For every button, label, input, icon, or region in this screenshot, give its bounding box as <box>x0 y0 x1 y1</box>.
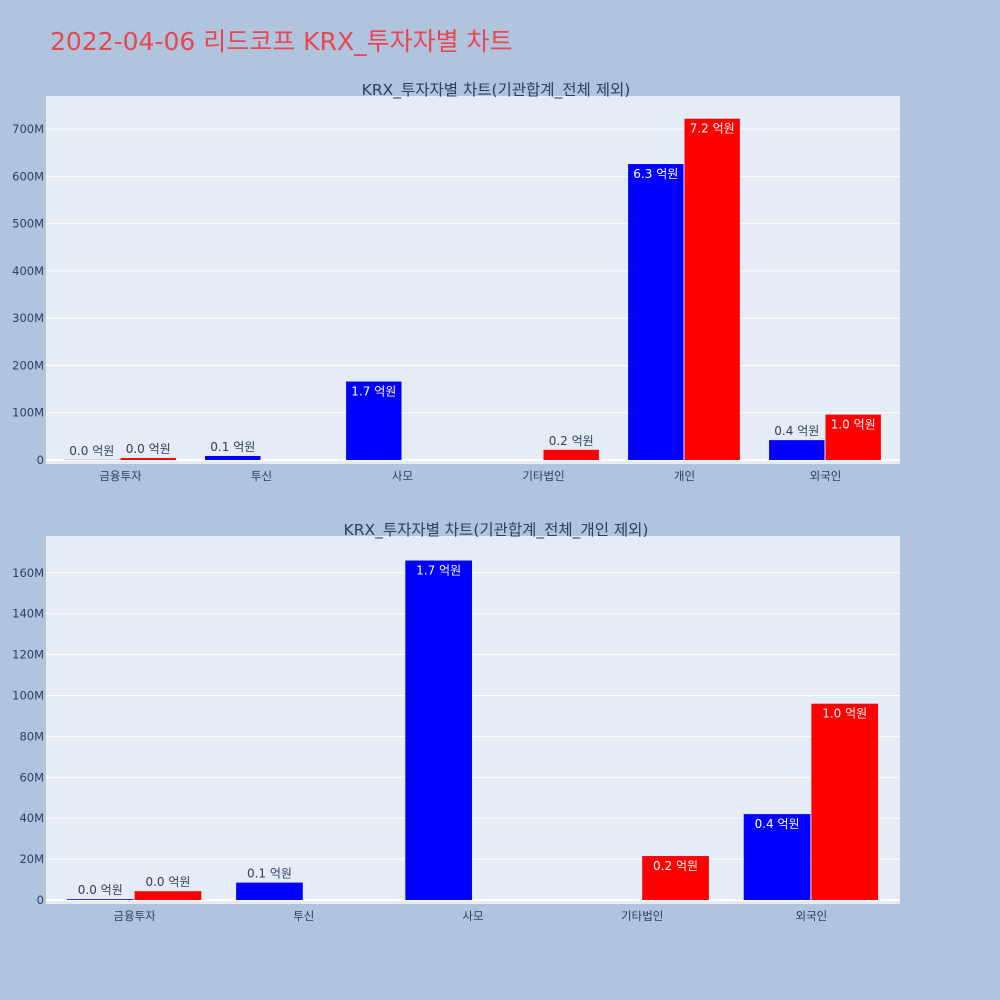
chart1-y-tick-label: 300M <box>12 311 44 325</box>
chart2-x-tick-label: 외국인 <box>796 909 828 923</box>
chart1-bar <box>205 455 261 460</box>
chart2-y-tick-label: 0 <box>37 893 44 907</box>
chart1-data-label: 0.0 억원 <box>69 444 114 458</box>
chart1-plot-area <box>46 96 900 464</box>
chart1-bar <box>120 457 176 460</box>
chart2-data-label: 0.0 억원 <box>78 883 123 897</box>
chart2-y-tick-label: 100M <box>12 689 44 703</box>
chart1-y-tick-label: 0 <box>37 453 44 467</box>
chart2-data-label: 1.0 억원 <box>822 707 867 721</box>
chart1-x-tick-label: 외국인 <box>810 469 842 483</box>
chart2-bar <box>66 899 134 900</box>
chart1-y-tick-label: 400M <box>12 264 44 278</box>
chart2-x-tick-label: 사모 <box>462 909 483 923</box>
chart2-y-tick-label: 20M <box>19 852 44 866</box>
chart2-data-label: 0.1 억원 <box>247 867 292 881</box>
chart1-bar <box>769 440 825 460</box>
chart1-x-tick-label: 사모 <box>392 469 413 483</box>
chart2-y-tick-label: 80M <box>19 729 44 743</box>
chart-institutions-excluded: KRX_투자자별 차트(기관합계_전체 제외) 0 100M 200M 300M 400M… <box>12 81 900 483</box>
chart2-bar <box>642 856 709 900</box>
chart2-bar <box>811 703 879 900</box>
chart1-subtitle: KRX_투자자별 차트(기관합계_전체 제외) <box>362 81 631 100</box>
chart1-data-label: 0.1 억원 <box>210 440 255 454</box>
chart1-data-label: 0.2 억원 <box>549 434 594 448</box>
chart2-data-label: 1.7 억원 <box>416 564 461 578</box>
chart1-x-tick-label: 금융투자 <box>99 469 142 483</box>
chart1-y-tick-label: 100M <box>12 406 44 420</box>
chart1-bar <box>825 414 881 460</box>
chart2-y-tick-label: 60M <box>19 770 44 784</box>
chart1-y-tick-label: 600M <box>12 169 44 183</box>
chart1-y-tick-label: 500M <box>12 217 44 231</box>
chart2-data-label: 0.2 억원 <box>653 859 698 873</box>
chart1-bar <box>684 118 740 460</box>
chart2-data-label: 0.0 억원 <box>145 875 190 889</box>
chart2-subtitle: KRX_투자자별 차트(기관합계_전체_개인 제외) <box>344 521 649 540</box>
chart1-y-tick-label: 200M <box>12 358 44 372</box>
chart2-x-tick-label: 금융투자 <box>113 909 156 923</box>
chart2-y-tick-label: 120M <box>12 648 44 662</box>
chart2-y-tick-label: 40M <box>19 811 44 825</box>
chart1-bar <box>628 164 684 460</box>
chart2-x-tick-label: 기타법인 <box>621 909 663 923</box>
chart2-bar <box>405 560 472 900</box>
chart1-bar <box>346 381 402 460</box>
chart2-bar <box>743 814 811 900</box>
chart2-x-tick-label: 투신 <box>293 909 314 923</box>
chart1-data-label: 6.3 억원 <box>633 167 678 181</box>
chart2-y-tick-label: 160M <box>12 566 44 580</box>
chart1-data-label: 1.0 억원 <box>831 418 876 432</box>
chart1-data-label: 0.0 억원 <box>126 442 171 456</box>
chart2-bar <box>236 882 303 900</box>
chart1-bar <box>543 449 599 460</box>
chart1-x-tick-label: 기타법인 <box>522 469 564 483</box>
chart1-data-label: 0.4 억원 <box>774 424 819 438</box>
chart2-y-tick-label: 140M <box>12 607 44 621</box>
chart1-y-tick-label: 700M <box>12 122 44 136</box>
chart1-x-tick-label: 투신 <box>251 469 272 483</box>
page-title: 2022-04-06 리드코프 KRX_투자자별 차트 <box>50 27 513 56</box>
chart2-data-label: 0.4 억원 <box>755 817 800 831</box>
chart1-data-label: 7.2 억원 <box>690 122 735 136</box>
chart1-data-label: 1.7 억원 <box>351 385 396 399</box>
chart1-x-tick-label: 개인 <box>674 469 695 483</box>
chart2-bar <box>134 891 202 900</box>
